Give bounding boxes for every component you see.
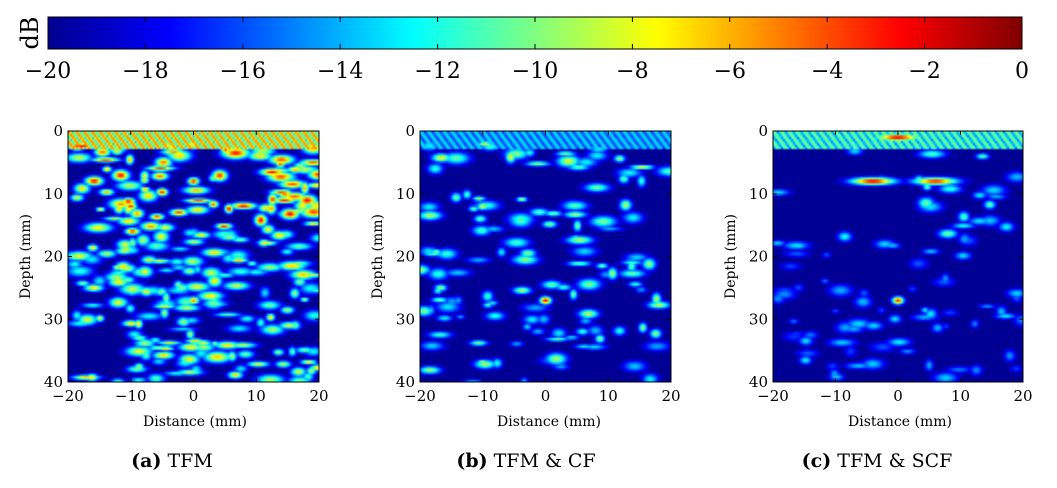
y-tick-label: 20 [44, 248, 63, 266]
colorbar-tick-label: −6 [714, 59, 746, 84]
y-axis-label: Depth (mm) [18, 214, 34, 299]
panel-letter: (a) [131, 450, 161, 472]
x-tick-label: −20 [757, 387, 789, 405]
x-tick-label: −10 [115, 387, 147, 405]
y-tick-label: 40 [749, 373, 768, 391]
panel-caption: (b) TFM & CF [456, 450, 595, 472]
x-tick-label: 20 [309, 387, 328, 405]
x-tick-label: −20 [404, 387, 436, 405]
y-tick-label: 30 [44, 310, 63, 328]
panel-letter: (c) [802, 450, 832, 472]
colorbar-tick-label: −4 [811, 59, 843, 84]
x-axis-label: Distance (mm) [848, 414, 952, 430]
x-tick-label: 0 [189, 387, 199, 405]
y-tick-label: 0 [53, 122, 63, 140]
x-tick-label: −20 [52, 387, 84, 405]
x-tick-label: −10 [467, 387, 499, 405]
y-tick-label: 40 [396, 373, 415, 391]
y-tick-label: 0 [758, 122, 768, 140]
panel-caption: (a) TFM [131, 450, 213, 472]
x-tick-label: 10 [247, 387, 266, 405]
x-tick-label: 10 [951, 387, 970, 405]
y-tick-label: 10 [44, 185, 63, 203]
y-axis-label: Depth (mm) [370, 214, 386, 299]
x-axis-label: Distance (mm) [143, 414, 247, 430]
x-tick-label: 0 [541, 387, 551, 405]
panels: −20 −10 0 10 20 0 10 20 30 40 Distance (mm) Depth (… [18, 122, 1033, 472]
panel-title: TFM & SCF [831, 450, 952, 472]
colorbar-tick-label: −12 [414, 59, 460, 84]
heatmap-image [68, 131, 319, 382]
colorbar: dB −20 −18 −16 −14 −12 −10 −8 −6 −4 −2 0 [16, 16, 1029, 84]
x-axis-label: Distance (mm) [497, 414, 601, 430]
panel-2: −20 −10 0 10 20 0 10 20 30 40 Distance (mm) Depth (… [370, 122, 681, 472]
x-tick-label: 20 [661, 387, 680, 405]
colorbar-tick-label: −14 [317, 59, 363, 84]
panel-caption: (c) TFM & SCF [802, 450, 953, 472]
colorbar-tick-label: −10 [512, 59, 558, 84]
y-tick-label: 20 [396, 248, 415, 266]
x-tick-label: 0 [893, 387, 903, 405]
y-tick-label: 10 [396, 185, 415, 203]
y-axis-label: Depth (mm) [723, 214, 739, 299]
y-tick-label: 10 [749, 185, 768, 203]
colorbar-tick-label: −20 [25, 59, 71, 84]
y-tick-label: 20 [749, 248, 768, 266]
colorbar-ticks: −20 −18 −16 −14 −12 −10 −8 −6 −4 −2 0 [25, 17, 1029, 84]
colorbar-gradient [47, 16, 1023, 50]
panel-letter: (b) [456, 450, 487, 472]
y-tick-label: 0 [405, 122, 415, 140]
colorbar-tick-label: −2 [908, 59, 940, 84]
x-tick-label: −10 [820, 387, 852, 405]
x-tick-label: 10 [599, 387, 618, 405]
y-tick-label: 30 [749, 310, 768, 328]
heatmap-image [420, 131, 671, 382]
panel-title: TFM [161, 450, 212, 472]
panel-3: −20 −10 0 10 20 0 10 20 30 40 Distance (mm) Depth (… [723, 122, 1033, 472]
panel-title: TFM & CF [488, 450, 596, 472]
x-tick-label: 20 [1013, 387, 1032, 405]
colorbar-tick-label: −16 [220, 59, 266, 84]
y-tick-label: 30 [396, 310, 415, 328]
colorbar-tick-label: −18 [122, 59, 168, 84]
panel-1: −20 −10 0 10 20 0 10 20 30 40 Distance (mm) Depth (… [18, 122, 329, 472]
heatmap-image [773, 131, 1023, 382]
colorbar-label: dB [16, 17, 44, 50]
colorbar-tick-label: −8 [616, 59, 648, 84]
y-tick-label: 40 [44, 373, 63, 391]
colorbar-tick-label: 0 [1015, 59, 1029, 84]
